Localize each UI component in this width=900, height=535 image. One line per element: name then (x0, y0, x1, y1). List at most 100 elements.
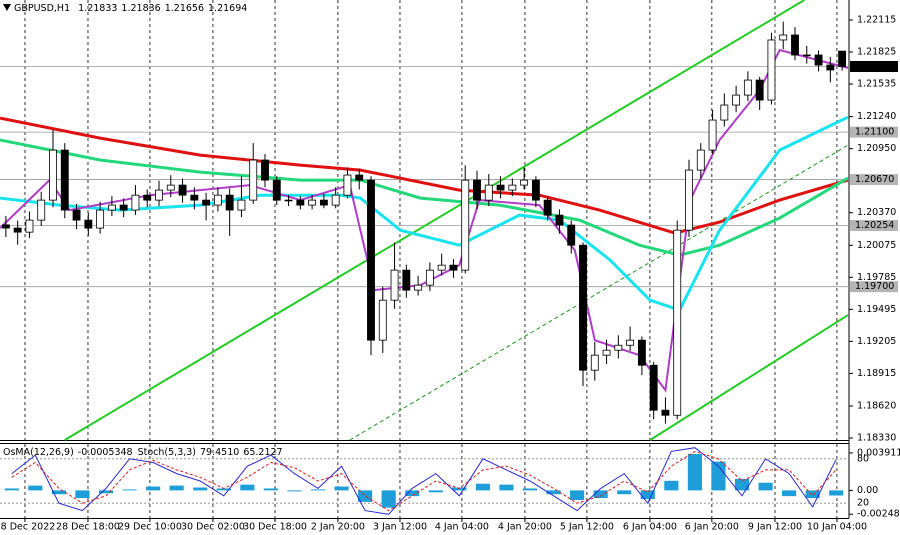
candle-body (402, 269, 411, 291)
x-tick-label: 6 Jan 20:00 (685, 522, 739, 533)
candle-body (838, 50, 847, 67)
candle-body (743, 79, 752, 96)
chart-header: GBPUSD,H1 1.21833 1.21836 1.21656 1.21694 (14, 3, 247, 14)
candle-body (237, 199, 246, 211)
x-tick-label: 28 Dec 2022 (0, 522, 55, 533)
y-tick-label: 1.18330 (857, 433, 896, 444)
candle-body (37, 199, 46, 221)
candle-body (190, 194, 199, 201)
level-label: 1.19700 (855, 281, 894, 292)
osma-bar (287, 490, 302, 492)
last-price-label: 1.21694 (855, 61, 894, 72)
candle-body (84, 219, 93, 229)
candle-body (661, 409, 670, 416)
osc-header: OsMA(12,26,9) -0.0005348 Stoch(5,3,3) 79.45… (3, 447, 283, 458)
candle-body (732, 94, 741, 106)
moving-average (0, 138, 849, 257)
candle-body (72, 209, 81, 221)
candle-body (49, 149, 57, 201)
osma-bar (122, 489, 137, 491)
candle-body (60, 149, 69, 211)
x-tick-label: 4 Jan 04:00 (435, 522, 489, 533)
candle-body (696, 149, 705, 171)
candle-body (649, 364, 658, 411)
candle-body (308, 199, 317, 206)
candle-body (378, 299, 387, 341)
header-value: 1.21836 (121, 3, 160, 14)
candle-body (755, 79, 764, 101)
candle-body (107, 204, 116, 211)
y-tick-label: 1.20370 (857, 207, 896, 218)
moving-average (0, 115, 849, 312)
candle-body (414, 284, 423, 291)
level-label: 1.20670 (855, 174, 894, 185)
y2-tick-label: 80 (857, 453, 869, 464)
osma-bar (334, 486, 349, 491)
candle-body (791, 34, 799, 56)
candle-body (13, 227, 22, 233)
candle-body (213, 194, 222, 206)
candle-body (685, 169, 693, 231)
candle-body (496, 184, 505, 191)
x-tick-label: 5 Jan 12:00 (560, 522, 614, 533)
level-label: 1.21100 (855, 127, 894, 138)
level-tag (850, 174, 898, 186)
osc-header-value: Stoch(5,3,3) (138, 447, 196, 458)
candle-body (602, 349, 611, 356)
x-tick-label: 6 Jan 04:00 (623, 522, 677, 533)
osma-bar (169, 485, 184, 491)
level-tag (850, 126, 898, 138)
candle-body (355, 174, 364, 181)
candle-body (567, 224, 576, 246)
y-tick-label: 1.19205 (857, 336, 896, 347)
osma-bar (98, 490, 114, 494)
candle-body (720, 104, 729, 121)
x-tick-label: 30 Dec 18:00 (243, 522, 307, 533)
osma-bar (4, 488, 19, 491)
y-tick-label: 1.20950 (857, 143, 896, 154)
osma-bar (405, 490, 420, 497)
candle-body (614, 344, 623, 351)
candle-body (425, 269, 434, 286)
candle-body (1, 224, 10, 229)
osma-bar (428, 490, 443, 493)
osc-header-value: 65.2127 (243, 447, 282, 458)
candle-body (473, 179, 481, 201)
candle-body (166, 184, 175, 191)
candle-body (826, 64, 835, 71)
osma-bar (829, 490, 844, 496)
candle-body (555, 214, 564, 226)
x-tick-label: 29 Dec 10:00 (118, 522, 182, 533)
y-tick-label: 1.21825 (857, 47, 896, 58)
x-tick-label: 9 Jan 12:00 (748, 522, 802, 533)
candle-body (296, 199, 305, 206)
osma-bar (640, 490, 655, 500)
header-value: 1.21656 (165, 3, 204, 14)
osma-bar (381, 490, 396, 508)
candle-body (484, 184, 493, 201)
header-value: GBPUSD,H1 (14, 3, 70, 14)
candle-body (767, 39, 776, 101)
osma-bar (570, 490, 585, 500)
osma-bar (546, 490, 561, 495)
osma-bar (28, 485, 43, 491)
stoch-signal (11, 450, 837, 512)
candle-body (319, 199, 328, 206)
candle-body (119, 204, 128, 211)
osma-bar (617, 490, 632, 495)
trend-line (64, 0, 805, 441)
osma-bar (263, 488, 278, 491)
osma-bar (310, 489, 326, 491)
y-tick-label: 1.19785 (857, 272, 896, 283)
osc-header-value: 79.4510 (200, 447, 239, 458)
candle-body (508, 184, 517, 191)
y-tick-label: -0.002482 (857, 509, 900, 520)
osma-bar (475, 483, 490, 491)
osma-bar (452, 487, 467, 491)
candle-body (143, 194, 152, 201)
candle-body (437, 264, 446, 271)
candle-body (178, 184, 187, 196)
osma-bar (240, 484, 255, 491)
osma-bar (711, 461, 726, 491)
level-tag (850, 281, 898, 293)
